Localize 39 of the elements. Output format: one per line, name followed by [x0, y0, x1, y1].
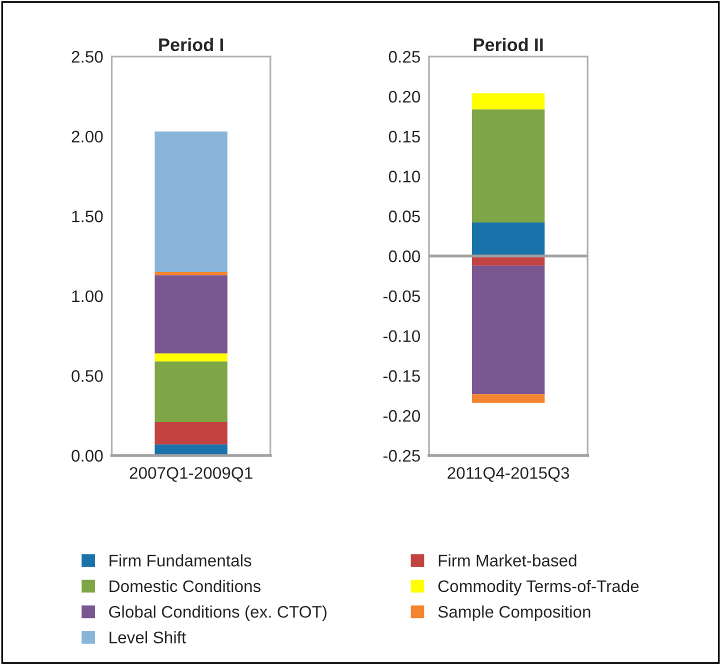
y-tick-label: 0.50	[72, 370, 103, 382]
y-tick-label: 0.00	[72, 450, 103, 462]
bar	[154, 361, 228, 422]
y-tick-label: 0.05	[388, 210, 420, 222]
legend-label: Firm Fundamentals	[110, 554, 252, 567]
bar	[154, 132, 228, 272]
y-tick-label: 0.00	[388, 250, 420, 262]
legend-label: Sample Composition	[438, 606, 590, 622]
y-tick-label: -0.20	[383, 410, 420, 422]
legend-label: Commodity Terms-of-Trade	[438, 580, 639, 596]
y-tick-label: -0.05	[383, 290, 420, 302]
bar	[472, 266, 545, 394]
x-tick-label: 2011Q4-2015Q3	[448, 467, 570, 482]
y-tick-label: 0.15	[388, 130, 420, 143]
y-tick-label: 0.25	[388, 50, 420, 63]
bar	[472, 109, 545, 223]
y-tick-label: 1.50	[72, 210, 103, 222]
y-tick-label: 0.10	[388, 170, 420, 182]
bar	[472, 93, 545, 110]
bar	[154, 275, 228, 354]
bar	[472, 394, 545, 403]
bar	[472, 222, 545, 256]
y-tick-label: 2.50	[72, 50, 103, 63]
legend-label: Global Conditions (ex. CTOT)	[109, 606, 326, 622]
x-tick-label: 2007Q1-2009Q1	[130, 467, 252, 482]
chart-title: Period II	[474, 38, 543, 52]
bar	[154, 353, 228, 362]
bar	[154, 422, 228, 444]
chart-title: Period I	[159, 38, 223, 52]
legend-label: Level Shift	[110, 631, 186, 644]
y-tick-label: 1.00	[72, 290, 103, 302]
y-tick-label: 2.00	[72, 130, 103, 143]
y-tick-label: -0.25	[383, 450, 420, 462]
legend-label: Domestic Conditions	[110, 580, 261, 592]
y-tick-label: 0.20	[388, 90, 420, 103]
y-tick-label: -0.10	[383, 330, 420, 342]
y-tick-label: -0.15	[383, 370, 420, 382]
legend-label: Firm Market-based	[438, 554, 576, 567]
bar	[154, 272, 228, 276]
